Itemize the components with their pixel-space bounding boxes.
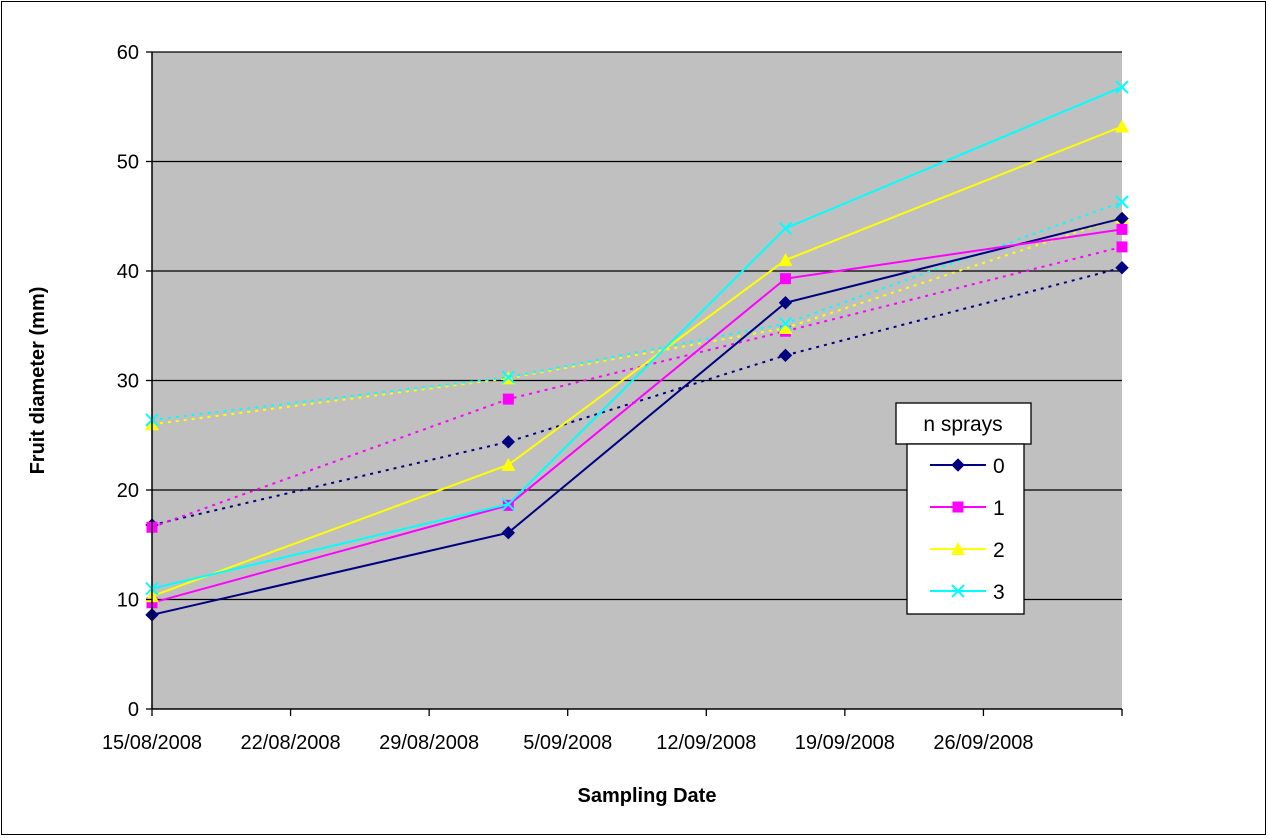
data-point-diamond xyxy=(1115,261,1129,275)
y-axis-title: Fruit diameter (mm) xyxy=(27,287,49,475)
data-point-x xyxy=(501,370,516,384)
x-tick-labels: 15/08/2008 22/08/2008 29/08/2008 5/09/2008 1… xyxy=(102,709,1033,754)
data-point-diamond xyxy=(778,296,793,310)
x-tick-label: 5/09/2008 xyxy=(523,732,612,754)
x-tick-label: 12/09/2008 xyxy=(656,732,756,754)
series-line-2 xyxy=(151,125,1123,598)
legend-label: 0 xyxy=(993,455,1005,478)
legend-item: 3 xyxy=(930,581,1005,604)
data-point-square xyxy=(502,393,514,405)
x-tick-label: 22/08/2008 xyxy=(241,732,341,754)
legend-title: n sprays xyxy=(923,413,1002,436)
y-tick-labels: 0 10 20 30 40 50 60 xyxy=(117,42,152,721)
legend-items: 0 1 2 3 xyxy=(930,455,1005,604)
data-point-triangle xyxy=(778,320,793,334)
data-point-triangle xyxy=(1115,119,1129,133)
series-line-1 xyxy=(151,228,1123,604)
data-point-triangle xyxy=(951,542,965,555)
y-tick-label: 30 xyxy=(117,371,139,393)
x-tick-label: 29/08/2008 xyxy=(379,732,479,754)
data-point-square xyxy=(1116,241,1128,253)
x-tick-label: 26/09/2008 xyxy=(933,732,1033,754)
data-point-x xyxy=(501,497,516,511)
data-point-x xyxy=(951,584,965,598)
data-point-square xyxy=(779,273,791,285)
y-tick-label: 0 xyxy=(128,699,139,721)
data-point-x xyxy=(778,221,793,236)
series-line-0 xyxy=(151,217,1123,616)
legend-label: 3 xyxy=(993,581,1005,604)
data-point-triangle xyxy=(501,457,516,471)
data-point-square xyxy=(952,501,964,513)
data-point-x xyxy=(778,316,793,331)
data-point-square xyxy=(1116,223,1128,235)
data-point-diamond xyxy=(778,348,793,363)
y-tick-label: 20 xyxy=(117,480,139,502)
y-tick-label: 50 xyxy=(117,152,139,174)
series-lines xyxy=(145,80,1129,622)
x-tick-label: 19/09/2008 xyxy=(795,732,895,754)
legend: n sprays 0 1 2 3 xyxy=(895,402,1032,615)
data-point-x xyxy=(1115,80,1129,94)
data-point-diamond xyxy=(501,525,516,540)
x-axis-title: Sampling Date xyxy=(578,785,717,807)
data-point-diamond xyxy=(501,435,516,449)
legend-box xyxy=(906,443,1025,615)
y-tick-label: 60 xyxy=(117,42,139,64)
y-tick-label: 40 xyxy=(117,261,139,283)
legend-item: 0 xyxy=(930,455,1005,478)
y-tick-label: 10 xyxy=(117,590,139,612)
x-tick-label: 15/08/2008 xyxy=(102,732,202,754)
legend-title-box xyxy=(895,402,1032,445)
legend-item: 1 xyxy=(930,497,1005,520)
legend-label: 2 xyxy=(993,539,1005,562)
legend-item: 2 xyxy=(930,539,1005,562)
data-point-diamond xyxy=(951,458,965,472)
series-line-3 xyxy=(151,86,1123,590)
data-point-x xyxy=(1115,195,1129,209)
data-point-triangle xyxy=(778,253,793,267)
trendline-dotted xyxy=(151,216,1123,426)
legend-label: 1 xyxy=(993,497,1005,520)
